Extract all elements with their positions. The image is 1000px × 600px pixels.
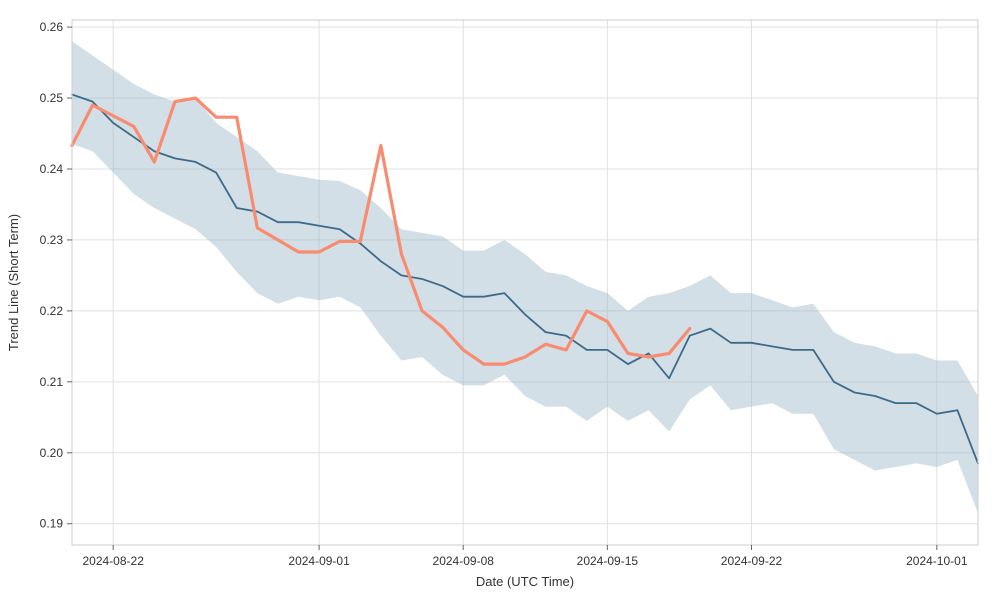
y-tick-label: 0.26: [40, 20, 64, 34]
y-tick-label: 0.21: [40, 375, 64, 389]
x-tick-label: 2024-09-08: [433, 554, 495, 568]
y-tick-label: 0.23: [40, 233, 64, 247]
x-tick-label: 2024-09-15: [577, 554, 639, 568]
y-tick-label: 0.19: [40, 517, 64, 531]
x-tick-label: 2024-09-01: [288, 554, 350, 568]
x-tick-label: 2024-08-22: [82, 554, 144, 568]
chart-svg: 0.19 0.20 0.21 0.22 0.23 0.24 0.25 0.26 2024-08-…: [0, 0, 1000, 600]
trend-chart: 0.19 0.20 0.21 0.22 0.23 0.24 0.25 0.26 2024-08-…: [0, 0, 1000, 600]
y-tick-label: 0.22: [40, 304, 64, 318]
x-tick-label: 2024-10-01: [906, 554, 968, 568]
x-axis-label: Date (UTC Time): [476, 574, 574, 589]
x-tick-label: 2024-09-22: [721, 554, 783, 568]
y-tick-label: 0.20: [40, 446, 64, 460]
y-tick-label: 0.24: [40, 162, 64, 176]
y-tick-label: 0.25: [40, 91, 64, 105]
y-axis-label: Trend Line (Short Term): [6, 214, 21, 351]
